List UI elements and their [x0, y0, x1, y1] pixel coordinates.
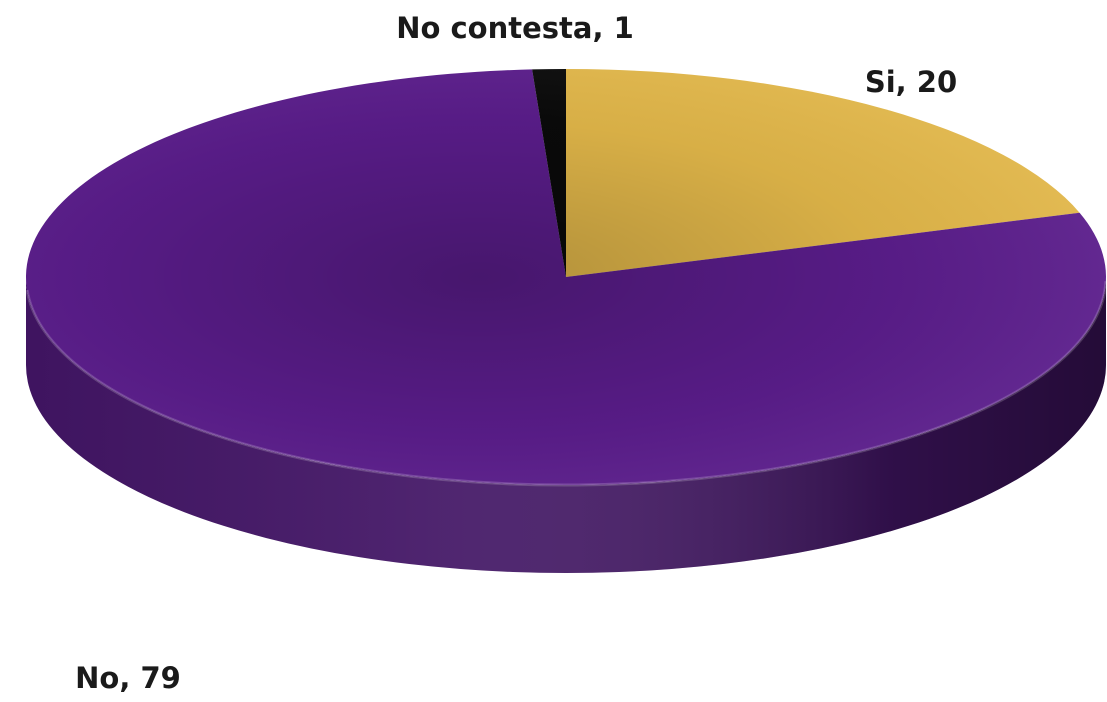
data-label-no-contesta: No contesta, 1: [396, 11, 634, 45]
pie-rim-highlight: [25, 281, 1107, 487]
pie-labels-layer: Si, 20 No, 79 No contesta, 1: [75, 11, 957, 695]
data-label-no: No, 79: [75, 661, 181, 695]
pie-side-shading-no: [26, 277, 1106, 573]
data-label-si: Si, 20: [865, 65, 957, 99]
pie-shading-layer: [25, 69, 1107, 487]
pie-top-shading: [26, 69, 1106, 485]
pie-side-layer: [26, 277, 1106, 573]
